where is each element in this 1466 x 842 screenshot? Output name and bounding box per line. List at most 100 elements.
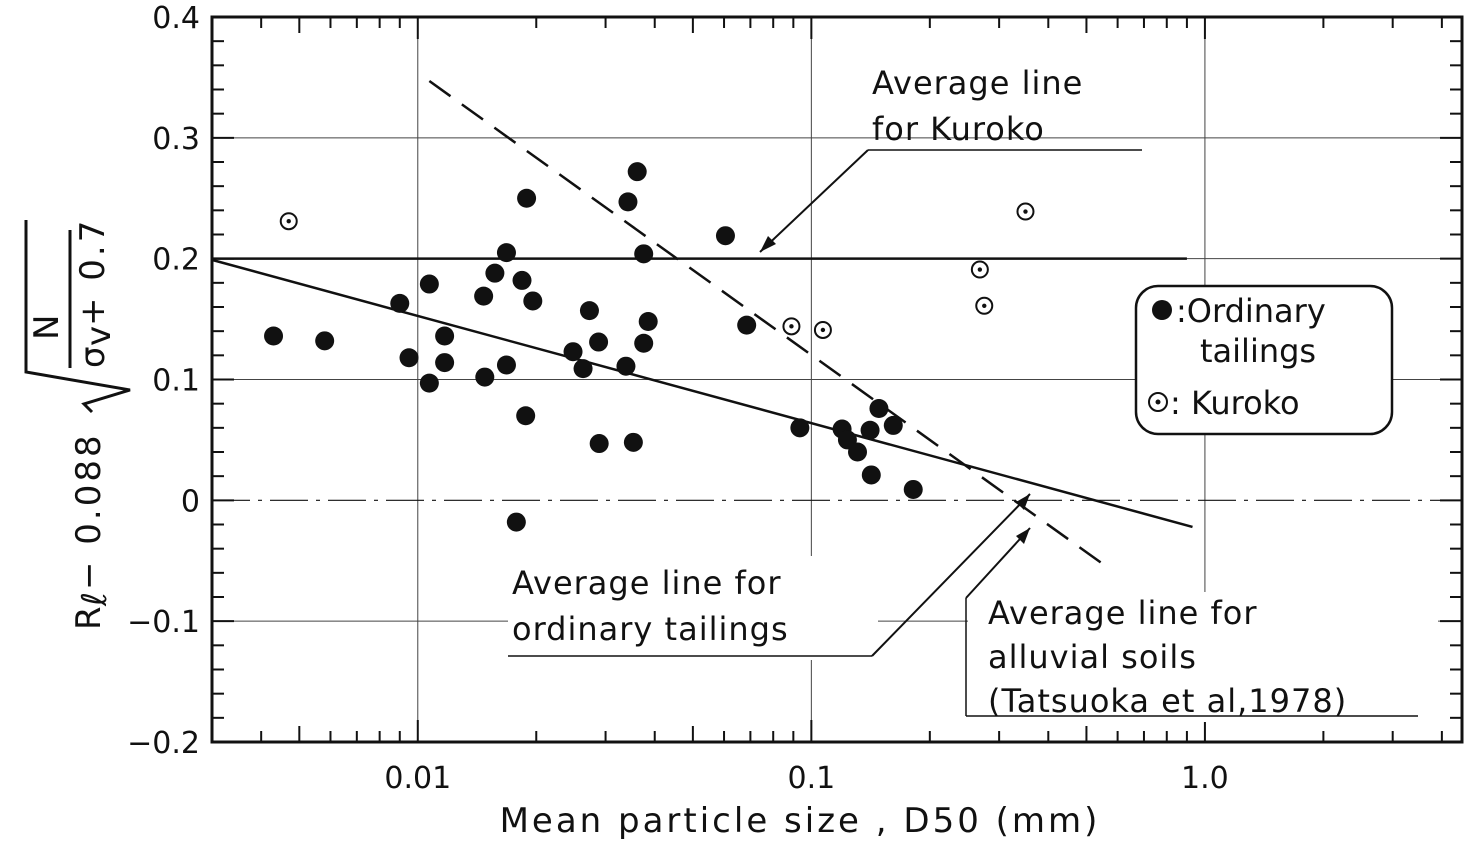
ordinary-tailings-point xyxy=(903,479,923,499)
ordinary-tailings-point xyxy=(506,512,526,532)
average-line-for-alluvial-soils-tatsuoka-et-al-1978-line xyxy=(428,80,1113,572)
y-title-denominator-tail: + 0.7 xyxy=(73,218,113,326)
legend: :Ordinary tailings : Kuroko xyxy=(1134,284,1394,436)
y-tick-label: 0.2 xyxy=(152,243,200,278)
y-tick-label: −0.1 xyxy=(127,605,200,640)
annotation-kuroko-line1: Average line xyxy=(872,64,1083,102)
ordinary-tailings-point xyxy=(496,243,516,263)
axis-ticks xyxy=(211,16,1462,743)
annotation-alluvial-background xyxy=(968,592,1438,722)
kuroko-point-dot xyxy=(982,303,987,308)
ordinary-tailings-point xyxy=(419,274,439,294)
ordinary-tailings-point xyxy=(563,342,583,362)
ordinary-tailings-point xyxy=(579,301,599,321)
ordinary-tailings-point xyxy=(315,331,335,351)
annotation-tailings-line1: Average line for xyxy=(512,564,782,602)
ordinary-tailings-point xyxy=(264,326,284,346)
ordinary-tailings-point xyxy=(627,162,647,182)
y-title-sigma-sub: v xyxy=(79,323,119,346)
ordinary-tailings-point xyxy=(790,418,810,438)
y-title-prefix: R xyxy=(69,603,109,630)
annotation-alluvial-line1: Average line for xyxy=(988,594,1258,632)
legend-box xyxy=(1134,284,1394,436)
ordinary-tailings-point xyxy=(435,326,455,346)
ordinary-tailings-point xyxy=(737,315,757,335)
y-title-prefix-sub: ℓ xyxy=(75,589,115,607)
ordinary-tailings-point xyxy=(419,373,439,393)
y-tick-labels: 0.4 0.3 0.2 0.1 0 −0.1 −0.2 xyxy=(127,1,200,761)
y-tick-label: −0.2 xyxy=(127,726,200,761)
y-title-coefficient: − 0.088 xyxy=(69,432,109,590)
kuroko-point-dot xyxy=(820,327,826,333)
annotation-tailings: Average line for ordinary tailings xyxy=(508,493,1031,660)
legend-kuroko-marker-dot xyxy=(1155,399,1161,405)
annotation-alluvial-line3: (Tatsuoka et al,1978) xyxy=(988,682,1347,720)
kuroko-point xyxy=(975,296,994,315)
kuroko-point xyxy=(1016,202,1035,221)
average-lines xyxy=(211,80,1462,572)
ordinary-tailings-point xyxy=(573,359,593,379)
ordinary-tailings-point xyxy=(634,333,654,353)
kuroko-point-dot xyxy=(286,219,291,224)
annotation-kuroko-leader xyxy=(759,149,869,253)
annotation-tailings-leader xyxy=(871,493,1031,657)
ordinary-tailings-point xyxy=(618,192,638,212)
annotation-kuroko-line2: for Kuroko xyxy=(872,110,1045,148)
ordinary-tailings-point xyxy=(435,353,455,373)
kuroko-point xyxy=(970,260,989,279)
ordinary-tailings-point xyxy=(485,263,505,283)
ordinary-tailings-point xyxy=(475,367,495,387)
ordinary-tailings-point xyxy=(860,420,880,440)
kuroko-point-dot xyxy=(1023,209,1028,214)
legend-ordinary-label-line1: :Ordinary xyxy=(1176,292,1326,330)
ordinary-tailings-point xyxy=(848,442,868,462)
ordinary-tailings-point xyxy=(861,465,881,485)
ordinary-tailings-point xyxy=(589,332,609,352)
y-tick-label: 0 xyxy=(181,484,200,519)
data-points xyxy=(264,162,1035,532)
ordinary-tailings-point xyxy=(512,270,532,290)
kuroko-point-dot xyxy=(789,324,794,329)
annotation-alluvial: Average line for alluvial soils (Tatsuok… xyxy=(965,527,1438,722)
legend-kuroko-label: : Kuroko xyxy=(1170,384,1300,422)
y-title-numerator: N xyxy=(27,312,67,340)
ordinary-tailings-point xyxy=(390,293,410,313)
ordinary-tailings-point xyxy=(638,312,658,331)
y-tick-label: 0.4 xyxy=(152,1,200,36)
annotation-tailings-background xyxy=(508,556,878,660)
x-axis-title: Mean particle size , D50 (mm) xyxy=(500,801,1101,841)
ordinary-tailings-point xyxy=(623,432,643,452)
kuroko-point xyxy=(279,212,298,231)
y-tick-label: 0.1 xyxy=(152,364,200,399)
kuroko-point-dot xyxy=(977,267,983,272)
y-axis-title: R ℓ − 0.088 N σ v + 0.7 xyxy=(24,218,131,630)
y-title-sigma: σ xyxy=(73,343,113,368)
kuroko-point xyxy=(813,320,832,339)
annotation-tailings-arrowhead xyxy=(1016,494,1030,510)
average-line-for-ordinary-tailings-line xyxy=(211,258,1193,529)
legend-ordinary-label-line2: tailings xyxy=(1200,332,1316,370)
legend-ordinary-marker xyxy=(1152,300,1172,320)
annotation-alluvial-arrowhead xyxy=(1016,528,1030,544)
annotation-alluvial-leader xyxy=(965,527,1031,599)
annotation-kuroko: Average line for Kuroko xyxy=(759,64,1142,253)
ordinary-tailings-point xyxy=(883,415,903,435)
ordinary-tailings-point xyxy=(474,286,494,306)
annotation-alluvial-line2: alluvial soils xyxy=(988,638,1197,676)
annotation-tailings-line2: ordinary tailings xyxy=(512,610,789,648)
legend-kuroko-marker xyxy=(1148,392,1168,412)
x-tick-label: 0.1 xyxy=(787,761,835,796)
ordinary-tailings-point xyxy=(496,355,516,375)
ordinary-tailings-point xyxy=(634,244,654,264)
x-tick-label: 1.0 xyxy=(1181,761,1229,796)
ordinary-tailings-point xyxy=(516,406,536,426)
ordinary-tailings-point xyxy=(517,188,537,208)
ordinary-tailings-point xyxy=(523,291,543,311)
x-tick-labels: 0.01 0.1 1.0 xyxy=(384,761,1228,796)
y-title-sqrt-sign xyxy=(24,220,131,414)
kuroko-point xyxy=(782,317,801,336)
ordinary-tailings-point xyxy=(399,348,419,368)
y-tick-label: 0.3 xyxy=(152,122,200,157)
ordinary-tailings-point xyxy=(715,226,735,246)
